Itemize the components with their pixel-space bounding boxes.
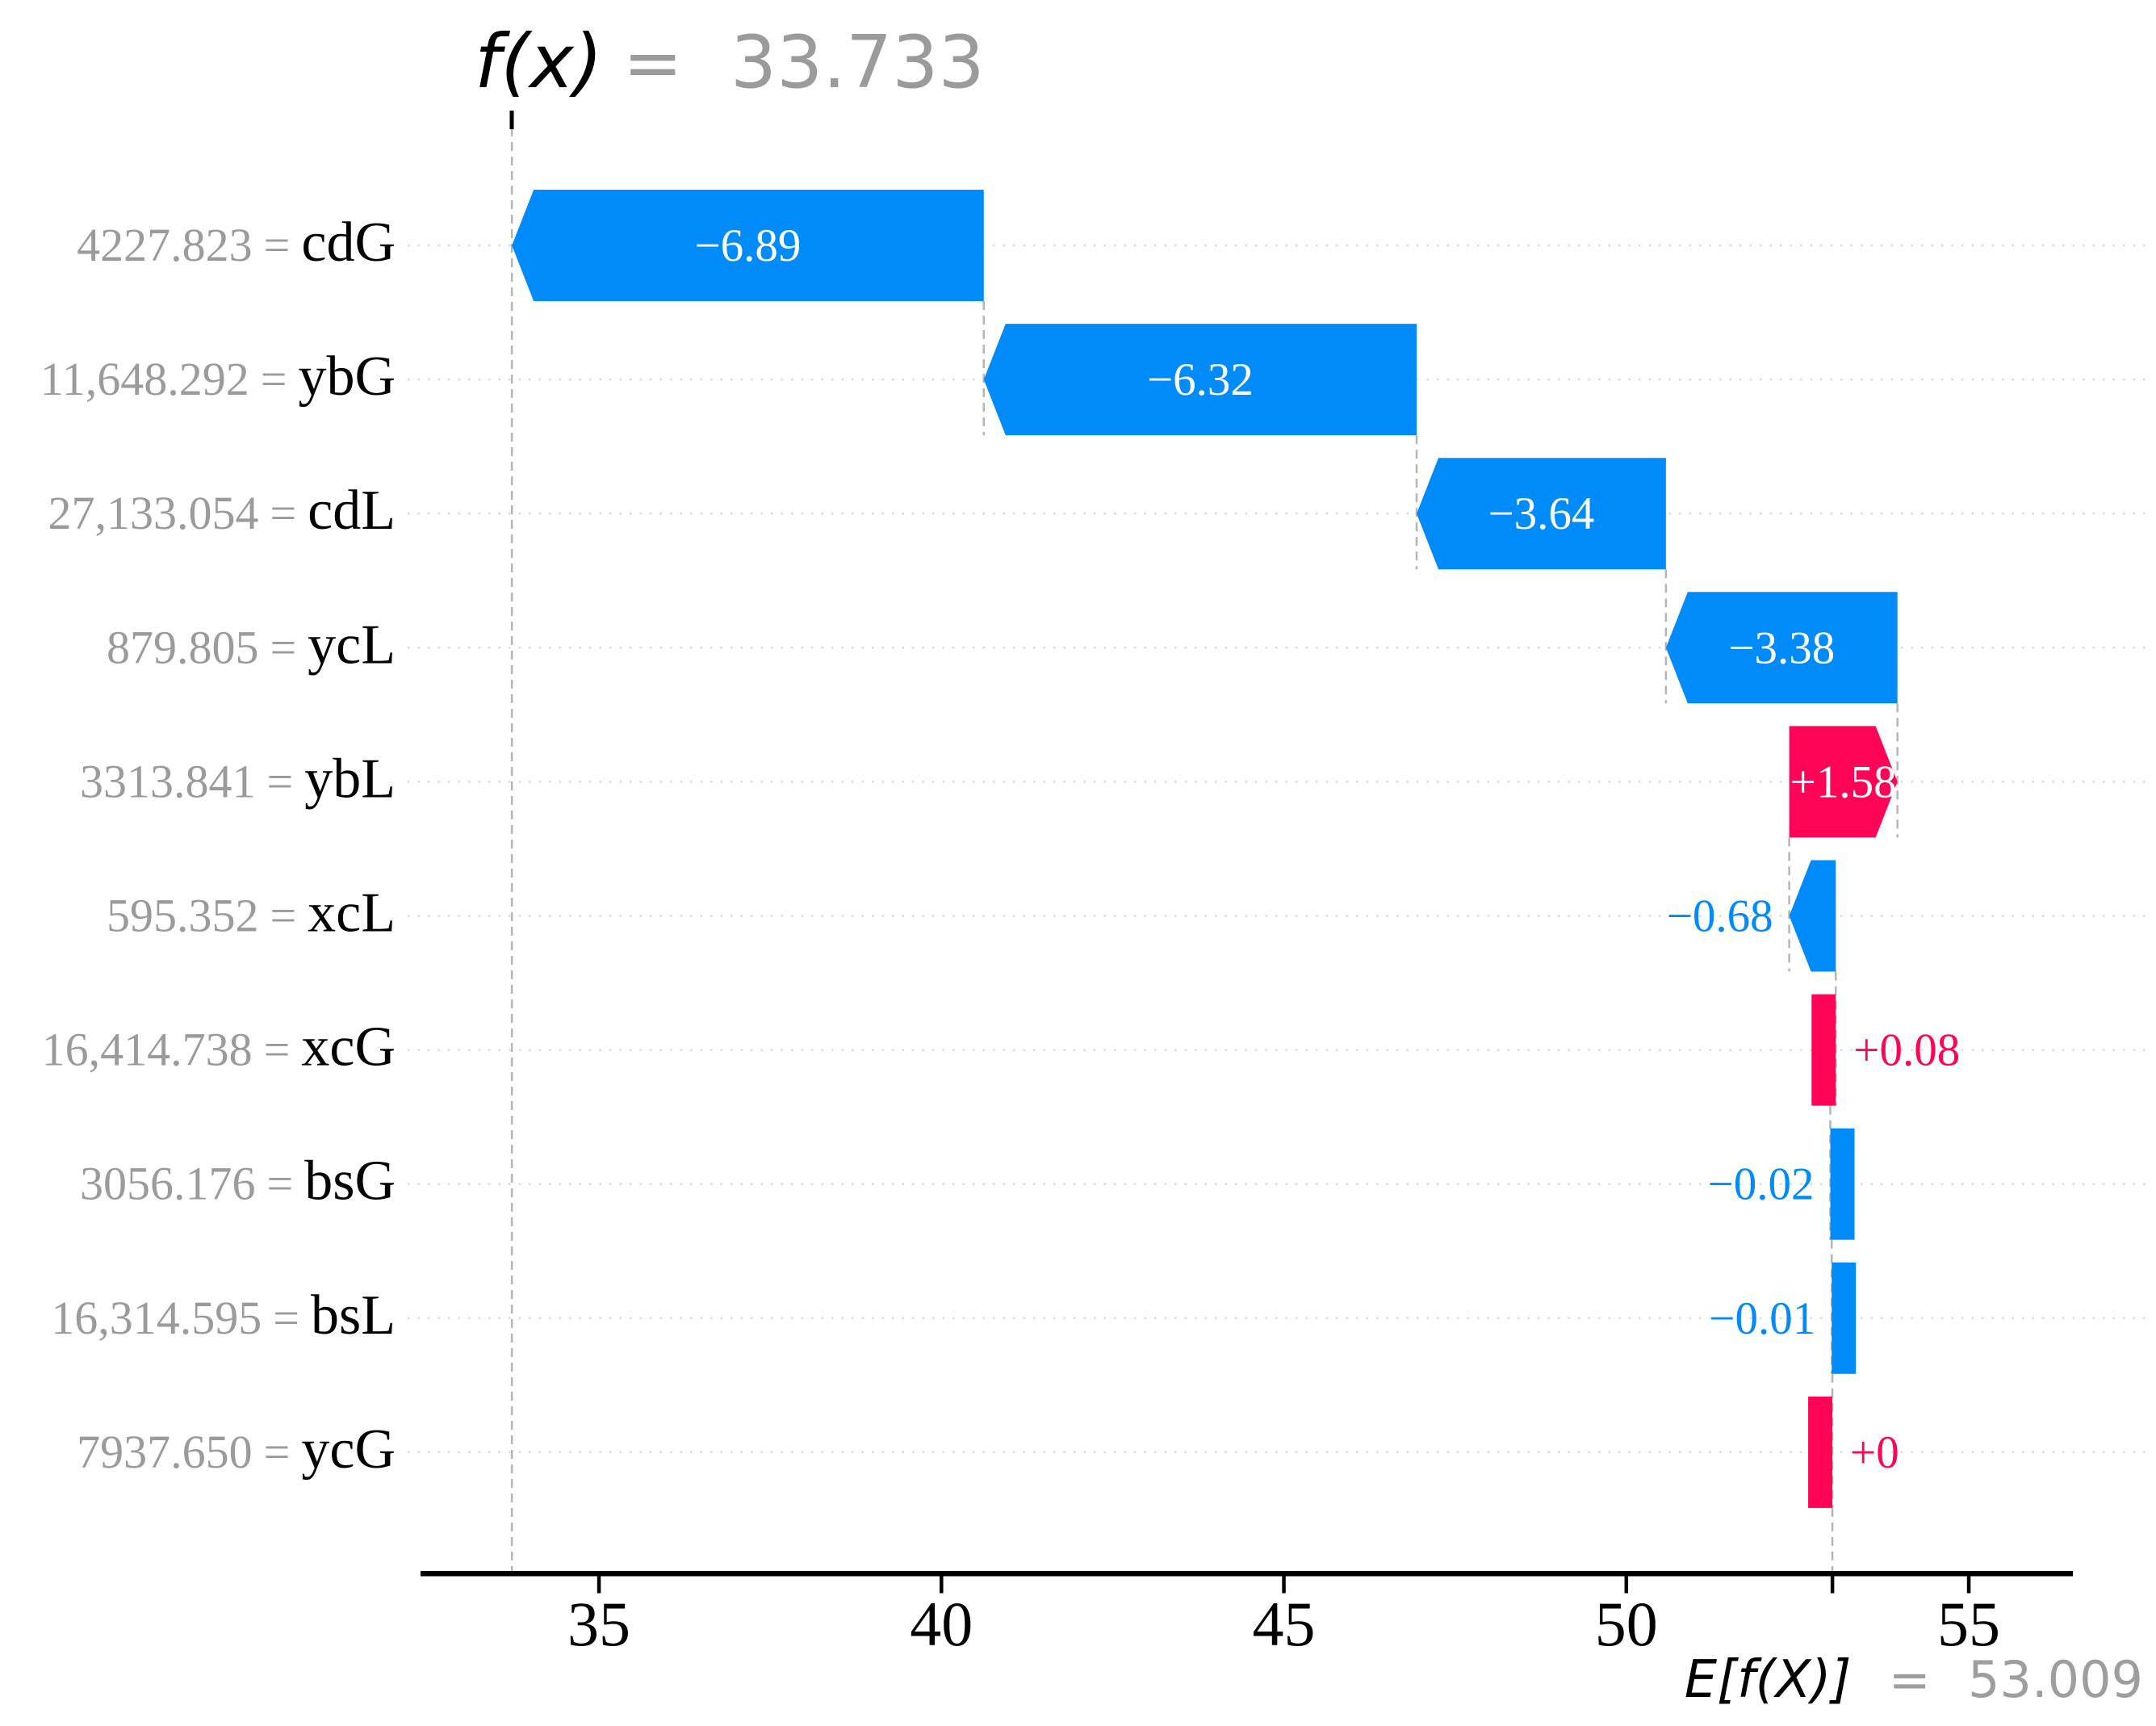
row-label-bsG: 3056.176 = bsG bbox=[80, 1150, 396, 1213]
bar-value-label-cdL: −3.64 bbox=[1488, 488, 1594, 539]
row-feature-ybL: ybL bbox=[304, 748, 396, 810]
bar-value-label-ybL: +1.58 bbox=[1790, 756, 1897, 807]
footer-equals-sign: = bbox=[1889, 1650, 1931, 1709]
x-tick-label-35: 35 bbox=[567, 1589, 630, 1659]
bar-value-label-xcL: −0.68 bbox=[1667, 891, 1773, 942]
row-label-bsL: 16,314.595 = bsL bbox=[51, 1284, 396, 1347]
row-value-ybG: 11,648.292 bbox=[40, 353, 249, 405]
row-equals-bsL: = bbox=[273, 1292, 299, 1344]
x-tick-40 bbox=[940, 1576, 944, 1594]
row-feature-ycG: ycG bbox=[301, 1418, 396, 1481]
row-label-ycL: 879.805 = ycL bbox=[107, 614, 396, 676]
axis-layer: 35 40 45 50 55 bbox=[421, 1571, 2073, 1659]
x-tick-35 bbox=[597, 1576, 601, 1594]
row-value-ycG: 7937.650 bbox=[77, 1426, 253, 1478]
row-feature-xcG: xcG bbox=[301, 1016, 396, 1079]
row-feature-cdG: cdG bbox=[301, 212, 396, 274]
bar-value-label-ycG: +0 bbox=[1850, 1427, 1899, 1478]
row-value-xcG: 16,414.738 bbox=[42, 1024, 253, 1076]
bar-ycL bbox=[1665, 592, 1898, 704]
x-tick-50 bbox=[1624, 1576, 1629, 1594]
row-value-bsL: 16,314.595 bbox=[51, 1292, 262, 1344]
bar-value-label-bsG: −0.02 bbox=[1708, 1159, 1815, 1210]
x-axis-line bbox=[421, 1571, 2073, 1577]
bar-value-label-ycL: −3.38 bbox=[1728, 622, 1835, 673]
bar-value-label-xcG: +0.08 bbox=[1853, 1025, 1960, 1076]
bar-layer bbox=[512, 190, 1898, 1508]
row-equals-cdL: = bbox=[270, 487, 296, 539]
footer-efx-value: 53.009 bbox=[1968, 1650, 2143, 1709]
row-equals-ycG: = bbox=[264, 1426, 291, 1478]
row-label-ybL: 3313.841 = ybL bbox=[80, 748, 396, 810]
x-tick-label-50: 50 bbox=[1595, 1589, 1658, 1659]
connector-layer bbox=[510, 113, 1899, 1571]
x-tick-label-45: 45 bbox=[1253, 1589, 1316, 1659]
bar-ybG bbox=[983, 324, 1417, 436]
bar-xcG bbox=[1811, 994, 1836, 1106]
row-feature-cdL: cdL bbox=[308, 480, 396, 542]
row-label-xcL: 595.352 = xcL bbox=[107, 882, 396, 945]
title-fx-label: f(x) bbox=[475, 19, 603, 105]
x-tick-45 bbox=[1282, 1576, 1286, 1594]
row-feature-ycL: ycL bbox=[308, 614, 396, 676]
title-equals-sign: = bbox=[623, 21, 683, 104]
bar-ybL bbox=[1789, 726, 1898, 838]
row-label-cdG: 4227.823 = cdG bbox=[77, 212, 396, 274]
row-value-xcL: 595.352 bbox=[107, 890, 259, 942]
footer-efx-label: E[f(X)] bbox=[1685, 1650, 1852, 1710]
bar-ycG bbox=[1808, 1396, 1833, 1508]
bar-label-layer: −6.89 −6.32 −3.64 −3.38 +1.58 −0.68 +0.08 −0.02… bbox=[695, 220, 1961, 1478]
bar-bsG bbox=[1830, 1128, 1855, 1240]
row-feature-ybG: ybG bbox=[298, 346, 396, 408]
row-value-ybL: 3313.841 bbox=[80, 755, 256, 807]
bar-xcL bbox=[1789, 860, 1836, 972]
row-value-cdL: 27,133.054 bbox=[48, 487, 258, 539]
bar-value-label-bsL: −0.01 bbox=[1709, 1293, 1815, 1344]
row-label-xcG: 16,414.738 = xcG bbox=[42, 1016, 396, 1079]
row-feature-bsG: bsG bbox=[304, 1150, 396, 1213]
row-value-cdG: 4227.823 bbox=[77, 219, 253, 271]
x-tick-55 bbox=[1966, 1576, 1971, 1594]
title-fx-value: 33.733 bbox=[731, 20, 985, 105]
x-tick-label-55: 55 bbox=[1937, 1589, 2000, 1659]
row-label-ycG: 7937.650 = ycG bbox=[77, 1418, 396, 1481]
row-feature-xcL: xcL bbox=[308, 882, 396, 945]
row-equals-xcL: = bbox=[270, 890, 296, 942]
row-equals-ybL: = bbox=[267, 755, 294, 807]
row-equals-bsG: = bbox=[266, 1158, 293, 1210]
bar-cdL bbox=[1417, 458, 1666, 570]
bar-cdG bbox=[512, 190, 984, 301]
row-equals-ycL: = bbox=[270, 621, 296, 673]
row-value-bsG: 3056.176 bbox=[80, 1158, 256, 1210]
plot-title: f(x) = 33.733 bbox=[475, 19, 985, 105]
row-value-ycL: 879.805 bbox=[107, 621, 259, 673]
expected-value-label: E[f(X)] = 53.009 bbox=[1685, 1650, 2143, 1710]
bar-value-label-ybG: −6.32 bbox=[1147, 354, 1254, 405]
x-tick-label-40: 40 bbox=[910, 1589, 973, 1659]
fx-reference-tick bbox=[509, 111, 514, 129]
base-value-tick bbox=[1830, 1576, 1835, 1594]
row-label-cdL: 27,133.054 = cdL bbox=[48, 480, 396, 542]
row-equals-xcG: = bbox=[264, 1024, 291, 1076]
bar-value-label-cdG: −6.89 bbox=[695, 220, 802, 271]
row-equals-cdG: = bbox=[264, 219, 291, 271]
row-feature-bsL: bsL bbox=[311, 1284, 396, 1347]
row-label-ybG: 11,648.292 = ybG bbox=[40, 346, 396, 408]
bar-bsL bbox=[1832, 1262, 1857, 1374]
row-equals-ybG: = bbox=[261, 353, 287, 405]
